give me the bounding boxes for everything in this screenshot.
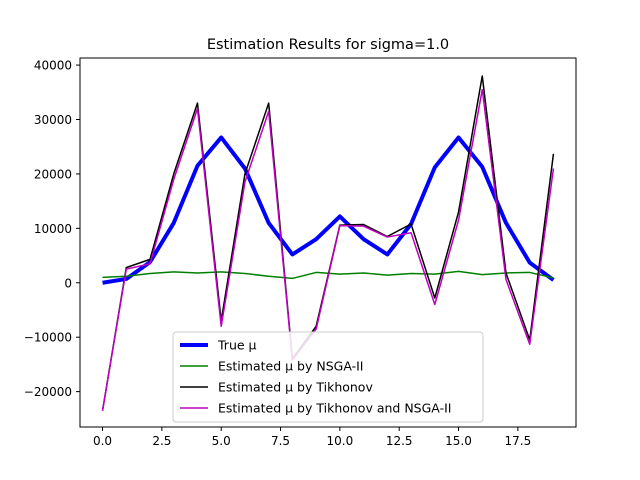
y-tick-label: 20000 [34, 167, 72, 181]
y-tick-label: 10000 [34, 222, 72, 236]
y-tick-label: 40000 [34, 59, 72, 73]
chart-title: Estimation Results for sigma=1.0 [207, 37, 449, 53]
legend-box [172, 331, 484, 423]
legend-label-true-mu: True μ [217, 338, 257, 353]
x-tick-label: 15.0 [445, 434, 472, 448]
x-tick-label: 7.5 [271, 434, 290, 448]
legend-label-estimated-by-nsga-ii: Estimated μ by NSGA-II [218, 359, 363, 374]
legend-label-estimated-by-tikhonov-and-nsga-ii: Estimated μ by Tikhonov and NSGA-II [218, 401, 451, 416]
legend: True μ Estimated μ by NSGA-II Estimated μ … [172, 331, 484, 423]
x-tick-label: 5.0 [212, 434, 231, 448]
legend-label-estimated-by-tikhonov: Estimated μ by Tikhonov [218, 380, 373, 395]
series-line-true-mu [102, 135, 555, 285]
x-tick-label: 12.5 [386, 434, 413, 448]
y-tick-label: −10000 [24, 331, 72, 345]
y-tick-label: −20000 [24, 385, 72, 399]
series-line-estimated-by-tikhonov-and-nsga-ii [101, 88, 555, 411]
series-layer [101, 75, 555, 411]
y-tick-label: 30000 [34, 113, 72, 127]
axes-frame [79, 57, 577, 428]
x-tick-label: 2.5 [152, 434, 171, 448]
x-tick-label: 0.0 [93, 434, 112, 448]
y-axis: −20000 −10000 0 10000 20000 30000 40000 [24, 59, 80, 399]
x-tick-label: 17.5 [504, 434, 531, 448]
x-axis: 0.0 2.5 5.0 7.5 10.0 12.5 15.0 17.5 [93, 427, 531, 448]
x-tick-label: 10.0 [327, 434, 354, 448]
y-tick-label: 0 [64, 276, 72, 290]
